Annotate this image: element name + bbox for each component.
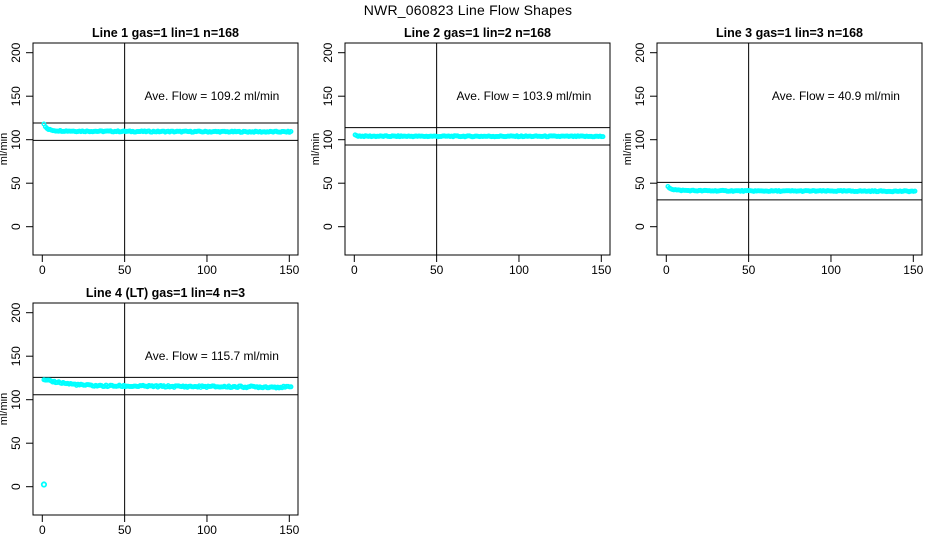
subplot-title: Line 4 (LT) gas=1 lin=4 n=3 [86,286,245,300]
x-tick-label: 50 [118,263,132,277]
data-points [352,132,606,140]
avg-flow-annotation: Ave. Flow = 115.7 ml/min [145,349,279,363]
y-tick-label: 0 [9,223,23,230]
y-tick-label: 150 [633,86,647,106]
y-tick-label: 150 [9,86,23,106]
x-tick-label: 150 [903,263,923,277]
plot-box [32,302,299,516]
plot-box [32,42,299,256]
x-tick-label: 50 [430,263,444,277]
y-tick-label: 200 [9,302,23,322]
x-axis: 0 50 100 150 [39,515,300,537]
x-tick-label: 50 [742,263,756,277]
subplot-title: Line 1 gas=1 lin=1 n=168 [92,26,239,40]
x-tick-label: 0 [663,263,670,277]
x-tick-label: 100 [197,263,217,277]
x-tick-label: 150 [591,263,611,277]
data-points [41,121,294,135]
plot-box [656,42,923,256]
y-tick-label: 50 [9,436,23,450]
x-tick-label: 100 [821,263,841,277]
subplot-title: Line 2 gas=1 lin=2 n=168 [404,26,551,40]
y-axis: 0 50 100 150 200 [321,42,345,230]
y-axis-label: ml/min [622,133,634,165]
y-tick-label: 0 [321,223,335,230]
subplot-line-1: Line 1 gas=1 lin=1 n=168 0 50 100 150 0 50 100 1… [0,26,300,277]
data-points [40,377,294,488]
data-point [600,134,606,140]
y-axis: 0 50 100 150 200 [9,42,33,230]
y-tick-label: 150 [321,86,335,106]
x-tick-label: 150 [279,523,299,537]
y-tick-label: 50 [633,176,647,190]
y-tick-label: 200 [9,42,23,62]
outlier-point [40,481,48,488]
x-tick-label: 100 [509,263,529,277]
y-tick-label: 200 [321,42,335,62]
data-point [288,128,294,134]
data-points [665,184,918,195]
x-tick-label: 150 [279,263,299,277]
x-tick-label: 0 [351,263,358,277]
y-axis-label: ml/min [0,393,10,425]
avg-flow-annotation: Ave. Flow = 103.9 ml/min [456,89,591,103]
x-tick-label: 100 [197,523,217,537]
plot-box [344,42,611,256]
avg-flow-annotation: Ave. Flow = 109.2 ml/min [144,89,279,103]
y-axis: 0 50 100 150 200 [9,302,33,490]
y-tick-label: 50 [9,176,23,190]
x-tick-label: 0 [39,523,46,537]
y-tick-label: 200 [633,42,647,62]
y-tick-label: 100 [9,389,23,409]
y-tick-label: 100 [633,129,647,149]
x-axis: 0 50 100 150 [39,255,300,277]
subplot-line-3: Line 3 gas=1 lin=3 n=168 0 50 100 150 0 50 100 1… [622,26,924,277]
y-axis: 0 50 100 150 200 [633,42,657,230]
x-axis: 0 50 100 150 [663,255,924,277]
y-axis-label: ml/min [0,133,10,165]
data-point [288,384,294,390]
avg-flow-annotation: Ave. Flow = 40.9 ml/min [772,89,900,103]
y-tick-label: 50 [321,176,335,190]
subplot-title: Line 3 gas=1 lin=3 n=168 [716,26,863,40]
y-tick-label: 150 [9,346,23,366]
y-tick-label: 0 [633,223,647,230]
x-axis: 0 50 100 150 [351,255,612,277]
x-tick-label: 50 [118,523,132,537]
main-title: NWR_060823 Line Flow Shapes [363,2,573,18]
y-axis-label: ml/min [310,133,322,165]
y-tick-label: 0 [9,483,23,490]
y-tick-label: 100 [9,129,23,149]
x-tick-label: 0 [39,263,46,277]
data-point [912,188,918,194]
subplot-line-4: Line 4 (LT) gas=1 lin=4 n=3 0 50 100 150 0 50 1… [0,286,300,537]
y-tick-label: 100 [321,129,335,149]
subplot-line-2: Line 2 gas=1 lin=2 n=168 0 50 100 150 0 50 100 1… [310,26,612,277]
